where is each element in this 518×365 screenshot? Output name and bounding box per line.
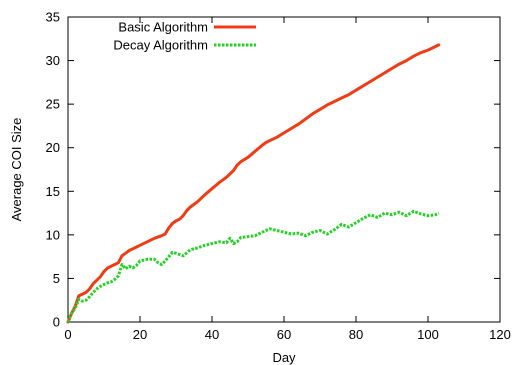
y-tick-label: 5 [53,271,60,286]
series-layer [66,43,441,324]
axis-ticks: 0 20 40 60 80 100 120 0 5 10 15 20 25 30 35 [46,10,511,343]
legend-label-decay-algorithm: Decay Algorithm [113,38,208,53]
x-tick-label: 60 [277,327,291,342]
x-tick-label: 120 [489,327,511,342]
y-tick-label: 10 [46,227,60,242]
x-tick-label: 80 [349,327,363,342]
y-tick-label: 20 [46,140,60,155]
series-line-decay-algorithm [66,209,440,323]
y-tick-label: 25 [46,97,60,112]
series-line-basic-algorithm [66,43,441,324]
y-axis-title: Average COI Size [9,118,24,222]
y-tick-label: 30 [46,53,60,68]
x-tick-label: 100 [417,327,439,342]
y-tick-label: 35 [46,10,60,25]
x-tick-label: 0 [64,327,71,342]
legend: Basic Algorithm Decay Algorithm [113,20,256,53]
legend-label-basic-algorithm: Basic Algorithm [118,20,208,35]
y-tick-label: 0 [53,315,60,330]
x-axis-title: Day [272,350,296,365]
x-tick-label: 40 [205,327,219,342]
x-tick-label: 20 [133,327,147,342]
y-tick-label: 15 [46,184,60,199]
plot-area-frame [67,16,501,323]
